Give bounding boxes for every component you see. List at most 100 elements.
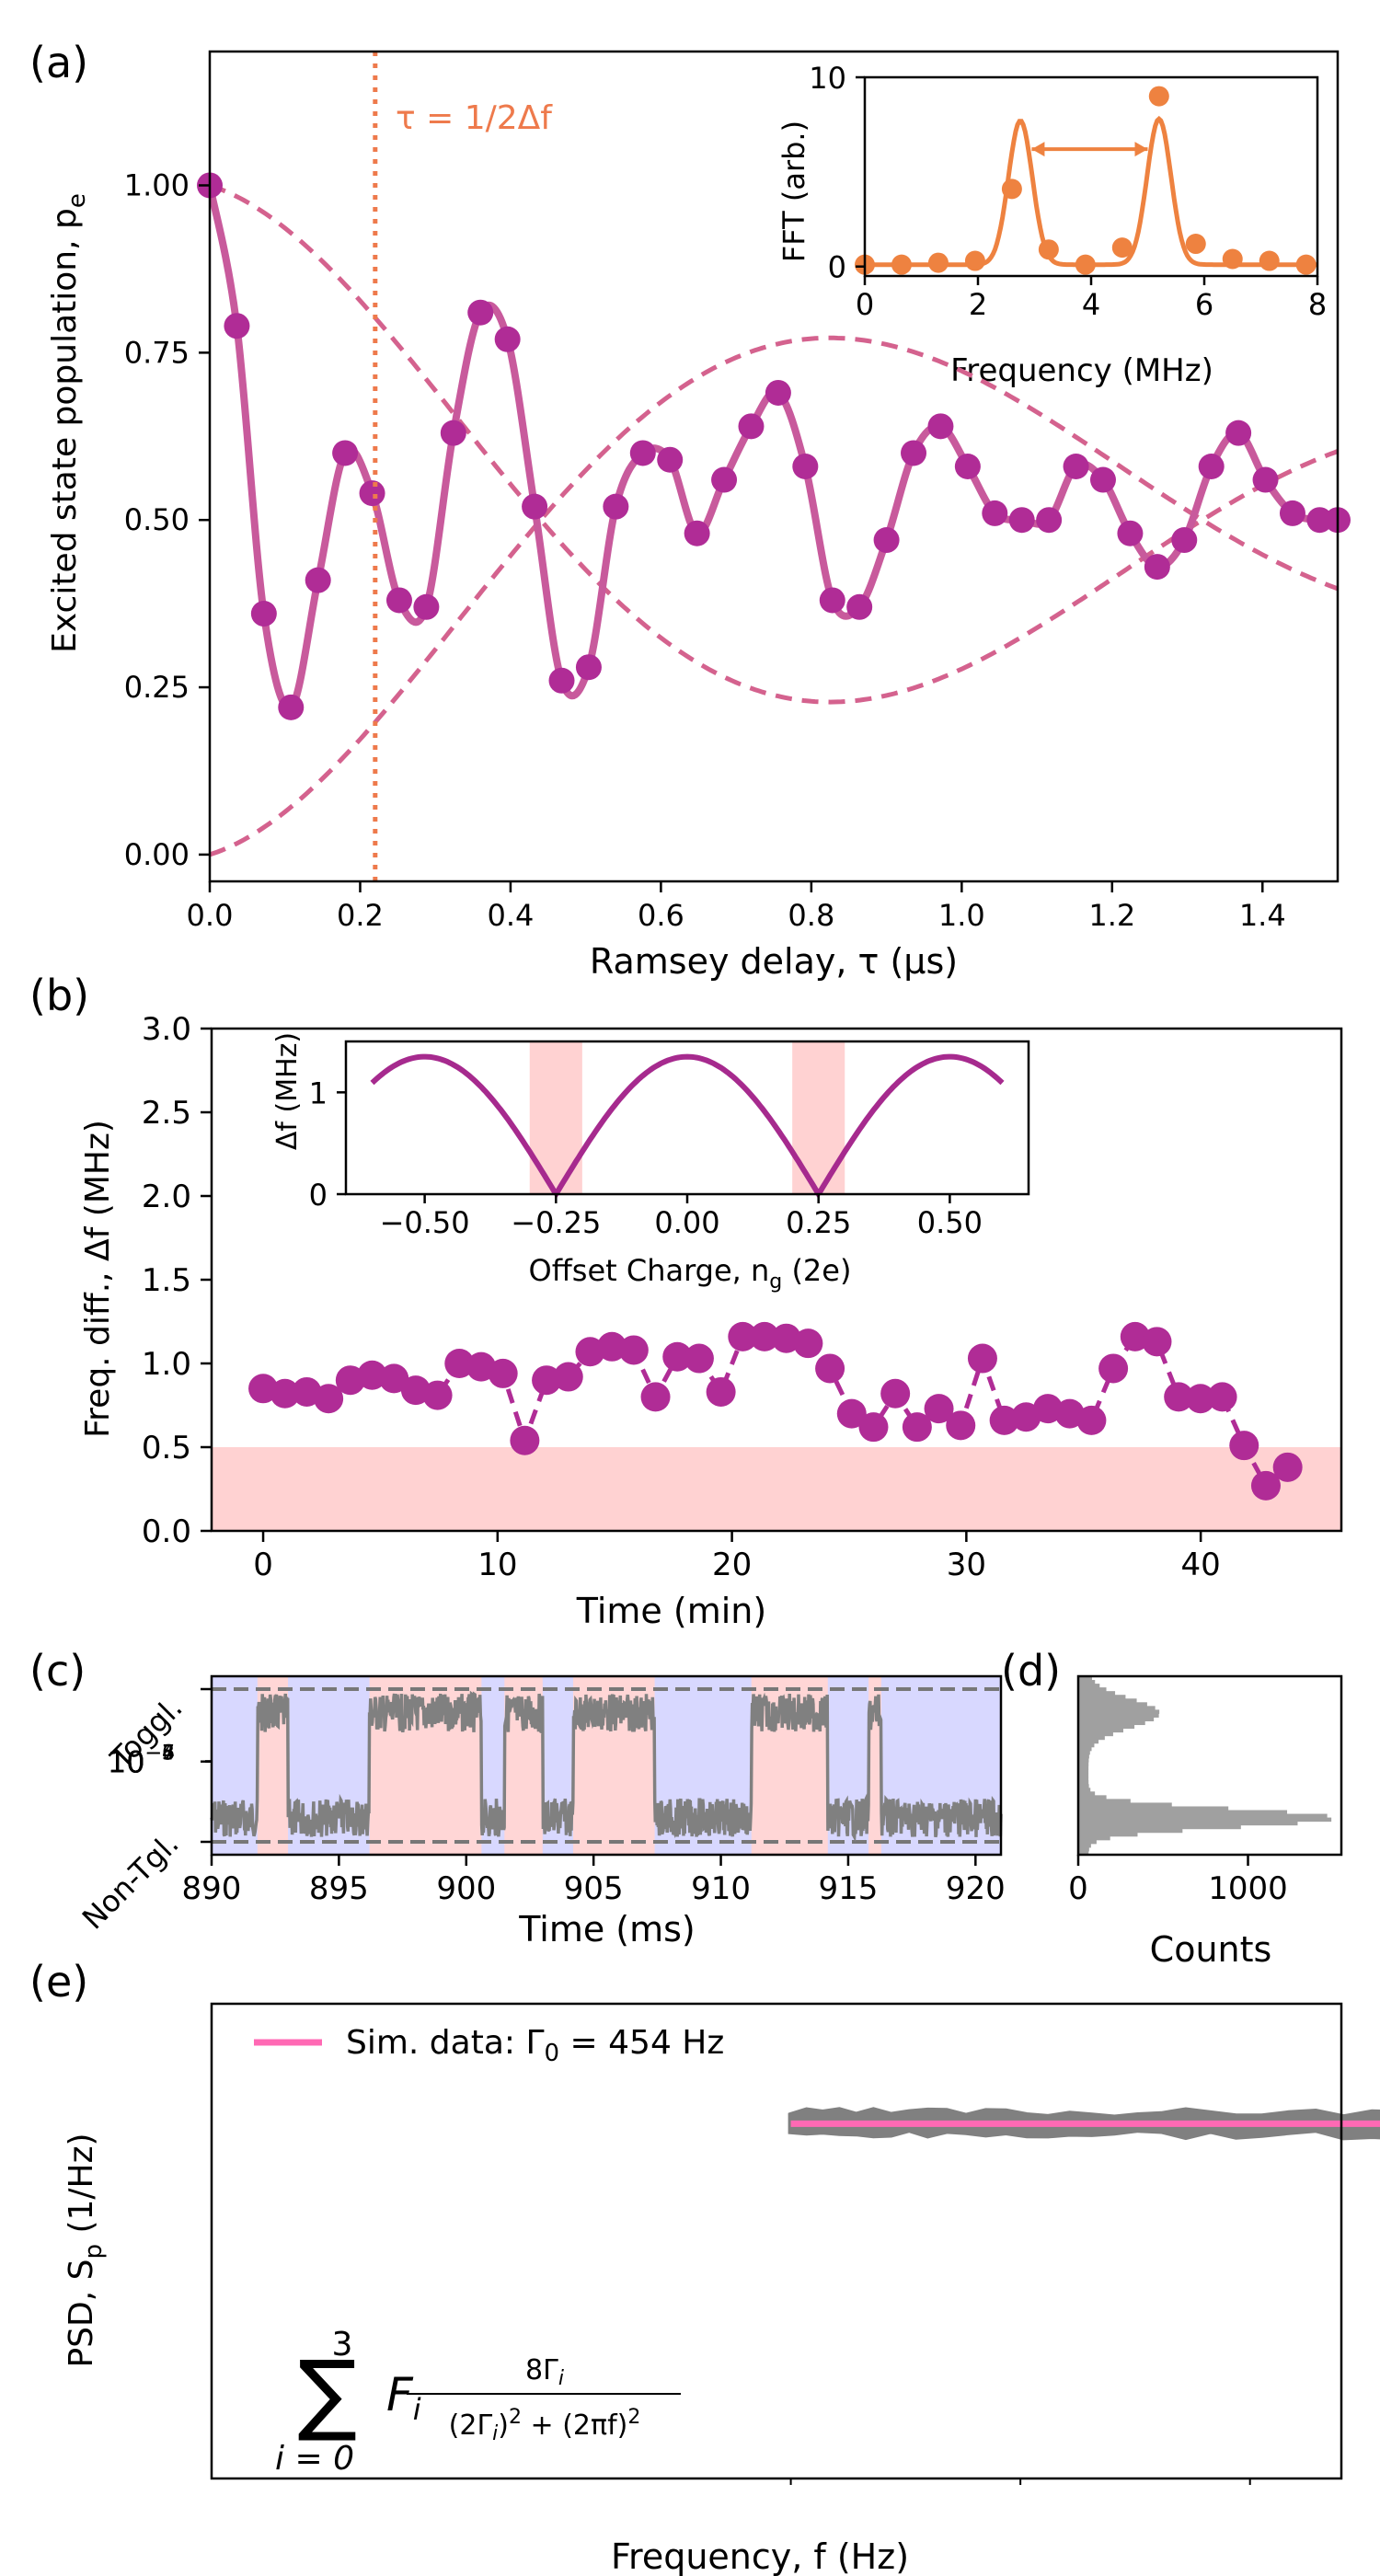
inset-ytick-label: 0: [828, 250, 846, 285]
xtick-label: 905: [564, 1870, 624, 1907]
data-point: [989, 1405, 1019, 1435]
envelope-lower: [209, 335, 1339, 857]
data-point: [250, 601, 277, 627]
inset-ytick-label: 10: [809, 61, 846, 96]
inset-a-point: [1295, 254, 1317, 275]
histogram-bar: [1078, 1799, 1131, 1803]
data-point: [1098, 1353, 1129, 1384]
inset-xtick-label: −0.25: [511, 1205, 601, 1240]
histogram-bar: [1078, 1695, 1126, 1699]
panel-c: Time (ms) Toggl. Non-Tgl. 890 895 900 905 91…: [75, 1674, 1006, 1949]
histogram-bar: [1078, 1791, 1096, 1796]
data-point: [657, 446, 684, 473]
histogram-bar: [1078, 1802, 1172, 1807]
xtick-label: 0: [1068, 1870, 1088, 1907]
histogram-bar: [1078, 1843, 1091, 1848]
formula-upper: 3: [332, 2326, 353, 2363]
histogram-bar: [1078, 1698, 1137, 1703]
histogram-bar: [1078, 1724, 1135, 1730]
panel-d-xlabel: Counts: [1150, 1929, 1272, 1970]
data-point: [522, 493, 548, 520]
panel-a: Ramsey delay, τ (μs) Excited state popul…: [46, 50, 1351, 982]
histogram-bar: [1078, 1742, 1095, 1748]
data-point: [750, 1321, 780, 1351]
data-point: [924, 1394, 954, 1424]
inset-a-point: [891, 254, 912, 275]
data-point: [467, 299, 494, 326]
ytick-label: 0.75: [124, 335, 190, 370]
histogram-bar: [1078, 1709, 1160, 1714]
data-point: [1252, 466, 1279, 493]
data-point: [278, 694, 305, 720]
inset-ytick-label: 0: [309, 1178, 328, 1213]
data-point: [1229, 1431, 1259, 1461]
panel-c-axes: [210, 1674, 1003, 1857]
formula-denominator: (2Γi)2 + (2πf)2: [449, 2406, 641, 2445]
data-point: [379, 1363, 409, 1394]
xtick-label: 915: [818, 1870, 878, 1907]
data-point: [706, 1376, 736, 1407]
inset-a-point: [964, 250, 985, 271]
histogram-bar: [1078, 1788, 1091, 1792]
data-point: [597, 1331, 627, 1362]
histogram-bar: [1078, 1817, 1332, 1823]
data-point: [413, 593, 440, 620]
data-point: [858, 1412, 889, 1443]
data-point: [728, 1321, 758, 1351]
inset-xtick-label: −0.50: [380, 1205, 470, 1240]
xtick-label: 910: [691, 1870, 751, 1907]
histogram-bar: [1078, 1684, 1100, 1688]
xtick-label: 1000: [1208, 1870, 1288, 1907]
ytick-label-nontoggle: Non-Tgl.: [75, 1826, 186, 1937]
histogram-bar: [1078, 1754, 1089, 1759]
inset-a-point: [927, 252, 949, 273]
data-point: [1036, 507, 1063, 534]
histogram-bar: [1078, 1713, 1159, 1718]
histogram-bar: [1078, 1676, 1093, 1681]
ytick-label: 1.00: [124, 167, 190, 202]
histogram-bar: [1078, 1780, 1089, 1785]
xtick-label: 0.2: [337, 898, 384, 933]
histogram-bar: [1078, 1777, 1089, 1781]
data-point: [815, 1353, 845, 1384]
histogram-bar: [1078, 1750, 1090, 1755]
inset-xtick-label: 0: [856, 287, 874, 322]
ytick-label: 10−3: [108, 1742, 175, 1780]
inset-a-point: [1075, 254, 1096, 275]
measured-psd: [791, 2110, 1380, 2432]
data-point: [314, 1384, 344, 1414]
inset-a-point: [1111, 237, 1133, 259]
formula-lower: i = 0: [275, 2440, 354, 2478]
data-point: [846, 593, 873, 620]
histogram-bar: [1078, 1739, 1099, 1744]
data-point: [1142, 1327, 1172, 1357]
data-point: [1272, 1452, 1303, 1482]
inset-b-xlabel: Offset Charge, ng (2e): [529, 1253, 852, 1294]
xtick-label: 0.4: [487, 898, 534, 933]
threshold-band: [212, 1447, 1341, 1531]
panel-b-ylabel: Freq. diff., Δf (MHz): [79, 1120, 117, 1438]
inset-xtick-label: 0.50: [917, 1205, 983, 1240]
formula-sum: ∑: [298, 2341, 358, 2444]
data-point: [684, 520, 710, 546]
data-point: [793, 1328, 823, 1359]
formula: 3 ∑ i = 0 Fi 8Γi (2Γi)2 + (2πf)2: [275, 2326, 681, 2478]
data-point: [967, 1343, 997, 1374]
panel-a-ylabel: Excited state population, pe: [46, 193, 91, 653]
inset-a-bg: [865, 77, 1317, 276]
histogram-bar: [1078, 1773, 1089, 1777]
data-point: [901, 440, 927, 466]
delta-f-arrowhead-left: [1031, 142, 1045, 157]
panel-e-ylabel: PSD, Sp (1/Hz): [63, 2133, 108, 2367]
xtick-label: 10: [477, 1547, 517, 1583]
inset-a-xlabel: Frequency (MHz): [950, 352, 1213, 389]
histogram-bar: [1078, 1761, 1089, 1766]
panel-e-axes: [210, 2002, 1343, 2480]
data-point: [422, 1380, 453, 1410]
data-point: [1198, 454, 1225, 479]
formula-F: Fi: [386, 2368, 421, 2427]
xtick-label: 20: [712, 1547, 752, 1583]
panel-b-xlabel: Time (min): [576, 1591, 766, 1631]
histogram-bar: [1078, 1702, 1147, 1707]
inset-a-point: [1259, 250, 1280, 271]
